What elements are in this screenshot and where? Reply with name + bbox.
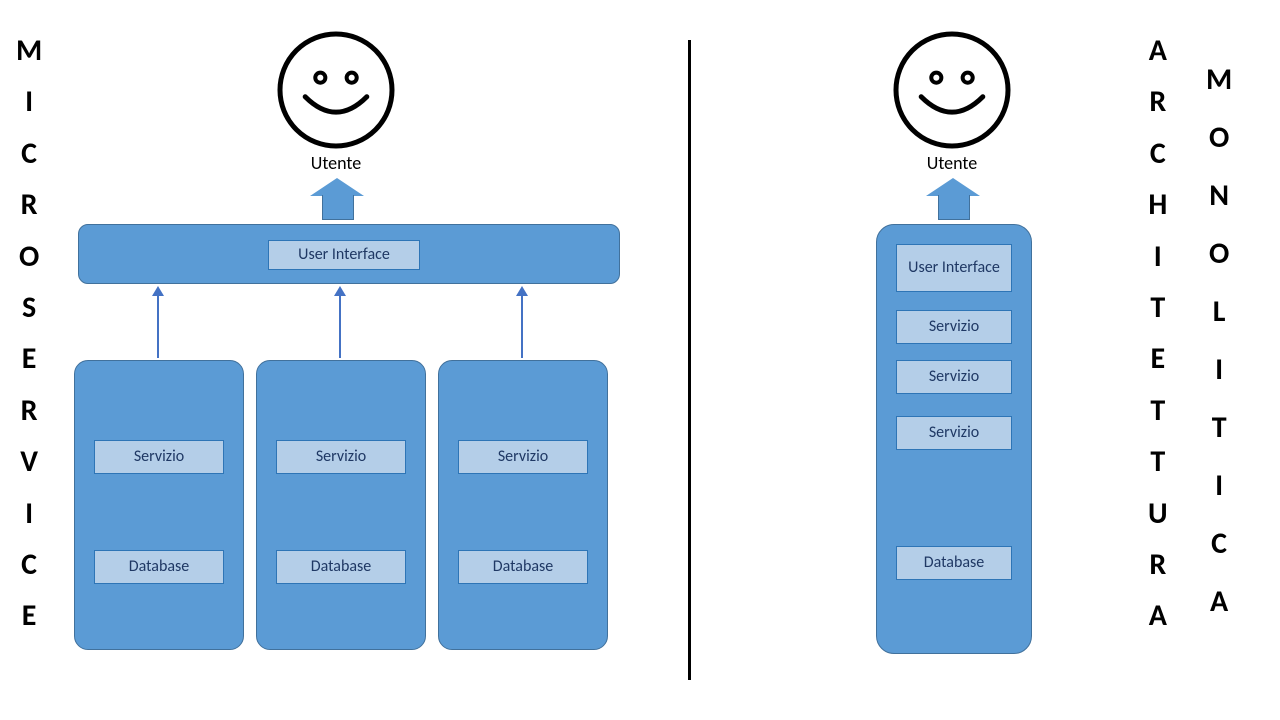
service-label: Servizio	[276, 440, 406, 474]
monolith-row: User Interface	[896, 244, 1012, 292]
service-box	[256, 360, 426, 650]
center-divider	[688, 40, 691, 680]
right-vertical-label-1: ARCHITETTURA	[1148, 36, 1168, 653]
left-vertical-label: MICROSERVICE	[16, 36, 42, 653]
big-arrow-right	[926, 178, 980, 220]
smiley-icon	[275, 29, 397, 151]
diagram-root: { "canvas":{"width":1280,"height":720,"b…	[0, 0, 1280, 720]
database-label: Database	[94, 550, 224, 584]
monolith-row: Servizio	[896, 360, 1012, 394]
service-label: Servizio	[458, 440, 588, 474]
database-label: Database	[276, 550, 406, 584]
user-caption-right: Utente	[902, 152, 1002, 174]
ui-bar-label: User Interface	[268, 240, 420, 270]
database-label: Database	[458, 550, 588, 584]
thin-arrow	[152, 286, 164, 358]
user-caption-left: Utente	[286, 152, 386, 174]
smiley-icon	[891, 29, 1013, 151]
monolith-row: Servizio	[896, 310, 1012, 344]
thin-arrow	[334, 286, 346, 358]
service-box	[438, 360, 608, 650]
big-arrow-left	[310, 178, 364, 220]
right-vertical-label-2: MONOLITICA	[1206, 65, 1232, 645]
thin-arrow	[516, 286, 528, 358]
service-box	[74, 360, 244, 650]
monolith-row: Servizio	[896, 416, 1012, 450]
service-label: Servizio	[94, 440, 224, 474]
monolith-row: Database	[896, 546, 1012, 580]
